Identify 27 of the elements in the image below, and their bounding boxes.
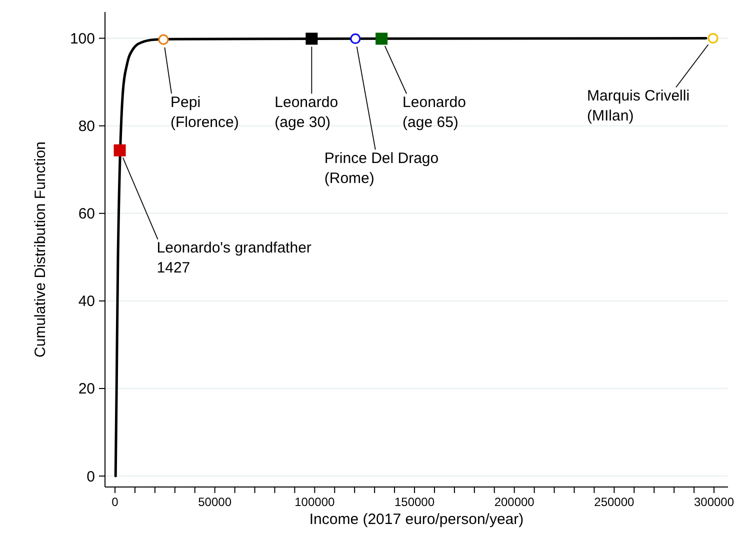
point — [708, 32, 718, 44]
y-axis-title: Cumulative Distribution Function — [32, 142, 49, 358]
annotation: Pepi (Florence) — [170, 94, 239, 131]
y-tick-label: 80 — [78, 118, 95, 136]
point — [158, 34, 169, 45]
y-tick-label: 40 — [78, 293, 95, 310]
annotation: Prince Del Drago (Rome) — [324, 150, 439, 187]
point — [350, 33, 361, 44]
point — [376, 32, 388, 45]
x-tick-label: 200000 — [494, 495, 535, 509]
x-axis-title: Income (2017 euro/person/year) — [309, 511, 524, 528]
x-tick-label: 100000 — [294, 495, 336, 509]
y-tick-label: 20 — [78, 380, 95, 398]
x-tick-label: 50000 — [198, 495, 232, 509]
annotation: Marquis Crivelli (MIlan) — [587, 88, 690, 125]
x-tick-label: 150000 — [394, 495, 435, 509]
annotation: Leonardo (age 30) — [274, 94, 338, 131]
annotation: Leonardo (age 65) — [402, 94, 466, 131]
y-tick-label: 100 — [70, 30, 95, 48]
point — [306, 32, 318, 45]
point — [114, 144, 126, 156]
annotation: Leonardo's grandfather 1427 — [156, 240, 312, 277]
x-tick-label: 300000 — [694, 495, 734, 509]
y-tick-label: 0 — [86, 468, 95, 486]
y-tick-label: 60 — [78, 206, 95, 223]
x-tick-label: 0 — [112, 495, 119, 509]
x-tick-label: 250000 — [594, 495, 635, 509]
